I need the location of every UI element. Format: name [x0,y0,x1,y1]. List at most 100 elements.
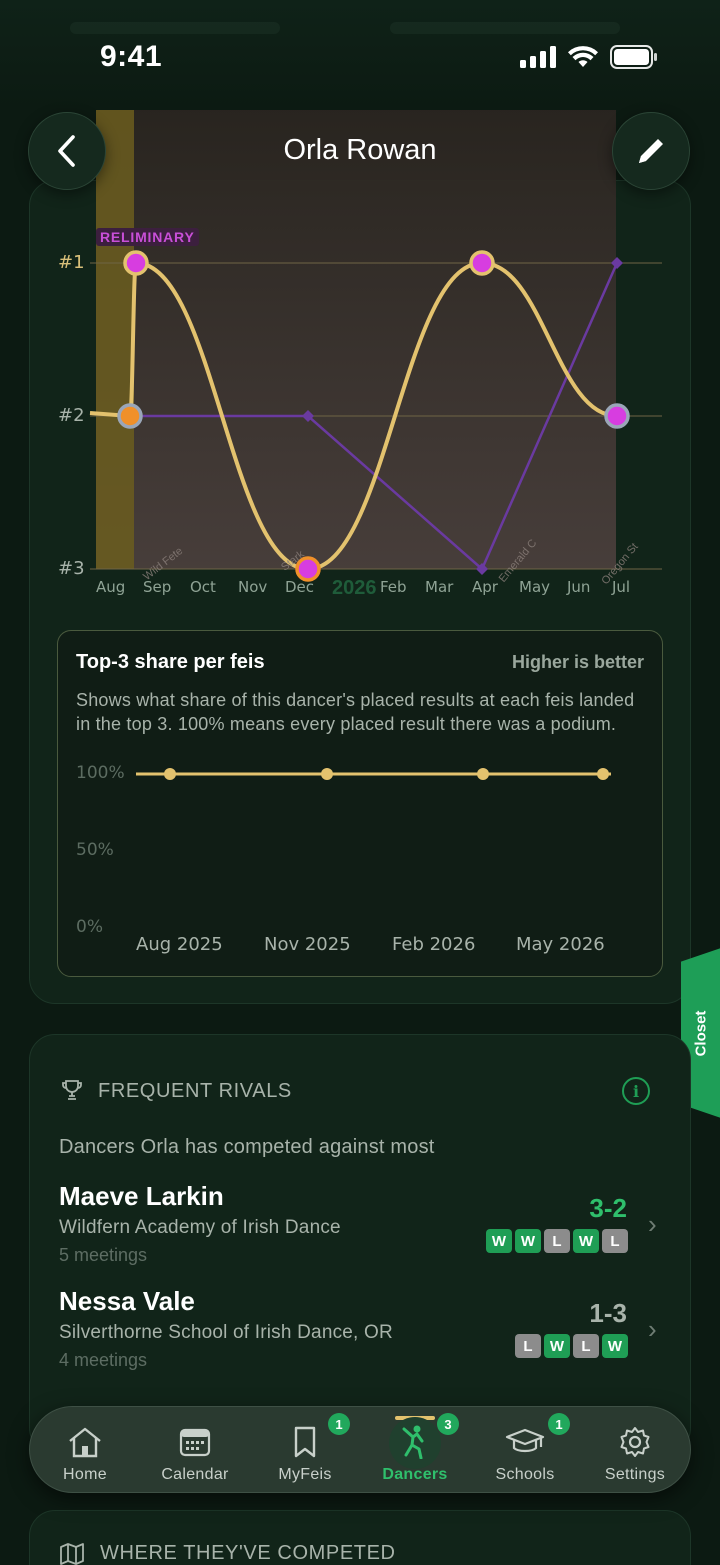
rival-name: Maeve Larkin [59,1181,224,1211]
win-chip: W [486,1229,512,1253]
map-icon [60,1543,84,1565]
rival-record: 1-3 [589,1298,627,1328]
status-time: 9:41 [100,40,163,73]
rival-series-point [302,410,314,422]
dancer-series-point [295,556,321,582]
loss-chip: L [573,1334,599,1358]
info-button[interactable]: i [622,1077,650,1105]
rival-row[interactable]: Nessa Vale Silverthorne School of Irish … [30,1280,692,1380]
dancer-series-point [469,250,495,276]
tab-label: Dancers [382,1466,448,1483]
tab-dancers[interactable]: Dancers 3 [360,1407,470,1494]
y-tick-2: #2 [58,405,85,426]
x-tick-nov-2025: Nov 2025 [264,934,351,955]
win-chip: W [515,1229,541,1253]
rival-meetings: 5 meetings [59,1245,148,1265]
x-tick-feb: Feb [380,578,407,596]
win-chip: W [544,1334,570,1358]
top3-share-card: Top-3 share per feis Higher is better Sh… [57,630,663,977]
top3-share-hint: Higher is better [511,652,644,672]
status-icons [520,45,658,69]
x-tick-oct: Oct [190,578,216,596]
tab-label: Home [63,1466,107,1483]
y-tick-50: 50% [76,840,114,860]
year-marker: 2026 [332,577,377,599]
home-icon [69,1427,101,1458]
dancer-series-point [604,403,630,429]
tab-home[interactable]: Home [30,1407,140,1494]
x-tick-aug: Aug [96,578,126,596]
dancer-series-point [123,250,149,276]
back-button[interactable] [28,112,106,190]
where-competed-card: WHERE THEY'VE COMPETED [29,1510,691,1565]
edit-button[interactable] [612,112,690,190]
bookmark-icon [294,1426,316,1458]
x-tick-apr: Apr [472,578,498,596]
y-tick-100: 100% [76,763,125,783]
preliminary-label: RELIMINARY [96,228,199,246]
loss-chip: L [515,1334,541,1358]
y-tick-3: #3 [58,558,85,579]
placement-chart-svg [89,110,662,582]
tab-settings[interactable]: Settings [580,1407,690,1494]
tab-label: MyFeis [278,1466,332,1483]
win-chip: W [573,1229,599,1253]
graduation-cap-icon [505,1428,545,1453]
battery-icon [610,45,657,69]
chart-plot-area [96,110,616,569]
loss-chip: L [602,1229,628,1253]
scrolled-content-behind [0,0,720,110]
rival-row[interactable]: Maeve Larkin Wildfern Academy of Irish D… [30,1175,692,1275]
top3-share-chart-svg [136,768,611,780]
trophy-icon [62,1080,82,1100]
active-tab-highlight [389,1417,441,1469]
share-point [321,768,333,780]
rival-meetings: 4 meetings [59,1350,148,1370]
info-icon: i [632,1081,640,1101]
preliminary-band [96,110,134,569]
share-point [164,768,176,780]
loss-chip: L [544,1229,570,1253]
chevron-right-icon: › [648,1314,657,1344]
rivals-section-title: FREQUENT RIVALS [98,1080,292,1102]
tab-calendar[interactable]: Calendar [140,1407,250,1494]
dancer-icon [402,1425,424,1459]
win-chip: W [602,1334,628,1358]
top3-share-description: Shows what share of this dancer's placed… [76,690,635,734]
rival-school: Silverthorne School of Irish Dance, OR [59,1322,393,1343]
rival-record: 3-2 [589,1193,627,1223]
tab-schools[interactable]: Schools 1 [470,1407,580,1494]
x-tick-mar: Mar [425,578,454,596]
x-tick-may-2026: May 2026 [516,934,605,955]
y-tick-0: 0% [76,917,103,937]
x-tick-may: May [519,578,551,596]
x-tick-jun: Jun [567,578,591,596]
x-tick-nov: Nov [238,578,268,596]
rival-series-point [476,563,488,575]
rival-name: Nessa Vale [59,1286,195,1316]
x-tick-jul: Jul [612,578,631,596]
page-title: Orla Rowan [283,134,437,166]
rival-school: Wildfern Academy of Irish Dance [59,1217,341,1238]
x-tick-dec: Dec [285,578,315,596]
dancer-series-point [117,403,143,429]
wifi-icon [568,46,598,67]
share-point [477,768,489,780]
top3-share-title: Top-3 share per feis [76,651,265,673]
x-tick-feb-2026: Feb 2026 [392,934,476,955]
gear-icon [620,1427,650,1457]
rival-series-point [611,257,623,269]
tab-myfeis[interactable]: MyFeis 1 [250,1407,360,1494]
tab-label: Schools [495,1466,555,1483]
frequent-rivals-card: FREQUENT RIVALS i Dancers Orla has compe… [29,1034,691,1454]
chevron-left-icon [58,135,75,167]
cellular-signal-icon [520,46,556,68]
rivals-subtitle: Dancers Orla has competed against most [59,1136,435,1158]
tab-label: Calendar [161,1466,229,1483]
share-point [597,768,609,780]
tab-bar: Home Calendar MyFeis 1 Dancers 3 Schools… [29,1406,691,1493]
tab-badge: 1 [548,1413,570,1435]
placement-chart: RELIMINARY #1 #2 #3 Wild Fete Stark Emer… [0,100,720,620]
